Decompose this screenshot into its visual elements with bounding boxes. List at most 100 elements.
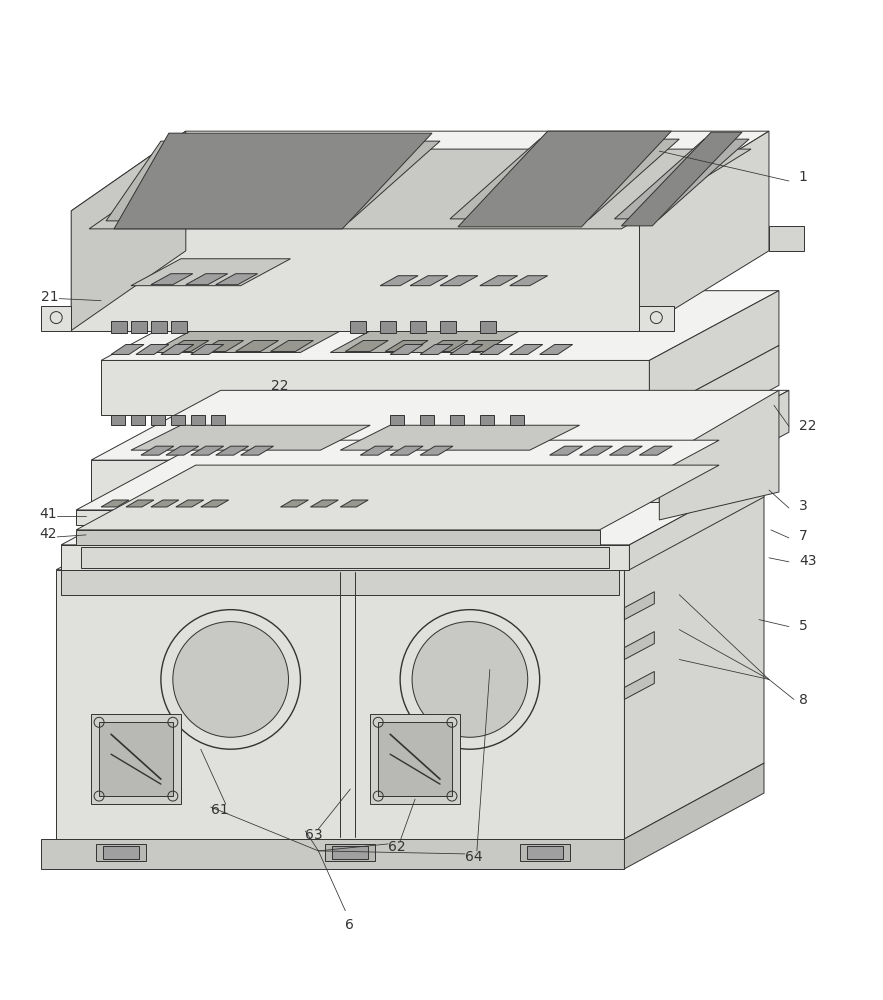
Polygon shape (527, 846, 562, 859)
Polygon shape (101, 291, 779, 360)
Polygon shape (660, 390, 779, 520)
Text: 61: 61 (211, 803, 229, 817)
Text: 22: 22 (270, 379, 288, 393)
Polygon shape (91, 221, 749, 291)
Polygon shape (131, 259, 291, 286)
Polygon shape (151, 274, 192, 285)
Polygon shape (360, 446, 393, 455)
Polygon shape (479, 415, 494, 425)
Polygon shape (479, 276, 517, 286)
Polygon shape (420, 415, 434, 425)
Polygon shape (131, 415, 145, 425)
Polygon shape (76, 510, 590, 525)
Text: 62: 62 (389, 840, 406, 854)
Polygon shape (345, 341, 389, 351)
Polygon shape (170, 321, 187, 333)
Polygon shape (425, 341, 468, 351)
Polygon shape (520, 844, 570, 861)
Polygon shape (99, 722, 173, 796)
Polygon shape (622, 132, 742, 226)
Polygon shape (72, 131, 185, 331)
Polygon shape (450, 139, 679, 219)
Polygon shape (106, 141, 440, 221)
Polygon shape (91, 714, 181, 804)
Text: 41: 41 (39, 507, 57, 521)
Polygon shape (381, 276, 418, 286)
Polygon shape (191, 446, 223, 455)
Text: 5: 5 (799, 619, 808, 633)
Polygon shape (89, 149, 751, 229)
Polygon shape (639, 446, 672, 455)
Polygon shape (136, 344, 169, 354)
Polygon shape (332, 846, 368, 859)
Polygon shape (530, 415, 649, 455)
Polygon shape (176, 500, 204, 507)
Polygon shape (215, 274, 258, 285)
Polygon shape (91, 460, 660, 502)
Polygon shape (57, 494, 764, 570)
Polygon shape (624, 494, 764, 839)
Polygon shape (450, 415, 464, 425)
Text: 63: 63 (306, 828, 323, 842)
Polygon shape (141, 446, 174, 455)
Polygon shape (390, 446, 423, 455)
Polygon shape (624, 592, 654, 620)
Polygon shape (61, 570, 620, 595)
Polygon shape (549, 446, 583, 455)
Polygon shape (609, 446, 642, 455)
Polygon shape (76, 465, 719, 530)
Polygon shape (615, 139, 749, 219)
Polygon shape (325, 844, 375, 861)
Polygon shape (111, 321, 127, 333)
Polygon shape (450, 344, 483, 354)
Polygon shape (340, 500, 368, 507)
Polygon shape (42, 306, 72, 331)
Polygon shape (200, 500, 229, 507)
Polygon shape (101, 500, 129, 507)
Polygon shape (241, 446, 274, 455)
Polygon shape (236, 341, 278, 351)
Polygon shape (624, 671, 654, 699)
Text: 6: 6 (345, 918, 354, 932)
Polygon shape (96, 844, 146, 861)
Polygon shape (57, 570, 624, 839)
Polygon shape (639, 131, 769, 331)
Polygon shape (61, 545, 630, 570)
Polygon shape (161, 344, 193, 354)
Polygon shape (170, 415, 185, 425)
Polygon shape (151, 415, 165, 425)
Polygon shape (540, 344, 572, 354)
Polygon shape (131, 321, 147, 333)
Polygon shape (101, 360, 649, 415)
Polygon shape (211, 415, 224, 425)
Polygon shape (270, 341, 313, 351)
Polygon shape (370, 714, 460, 804)
Polygon shape (579, 446, 613, 455)
Polygon shape (76, 530, 600, 545)
Polygon shape (390, 344, 423, 354)
Polygon shape (340, 425, 579, 450)
Text: 3: 3 (799, 499, 808, 513)
Polygon shape (200, 341, 244, 351)
Text: 1: 1 (799, 170, 808, 184)
Polygon shape (460, 341, 502, 351)
Text: 22: 22 (799, 419, 817, 433)
Polygon shape (649, 345, 779, 455)
Polygon shape (440, 276, 478, 286)
Polygon shape (458, 131, 671, 227)
Polygon shape (624, 632, 654, 659)
Polygon shape (151, 321, 167, 333)
Polygon shape (509, 276, 547, 286)
Polygon shape (624, 763, 764, 869)
Polygon shape (111, 344, 144, 354)
Text: 43: 43 (799, 554, 817, 568)
Text: 21: 21 (42, 290, 59, 304)
Circle shape (173, 622, 289, 737)
Text: 8: 8 (799, 693, 808, 707)
Polygon shape (639, 306, 675, 331)
Polygon shape (126, 500, 154, 507)
Polygon shape (410, 276, 448, 286)
Polygon shape (420, 446, 453, 455)
Polygon shape (76, 440, 719, 510)
Polygon shape (61, 472, 764, 545)
